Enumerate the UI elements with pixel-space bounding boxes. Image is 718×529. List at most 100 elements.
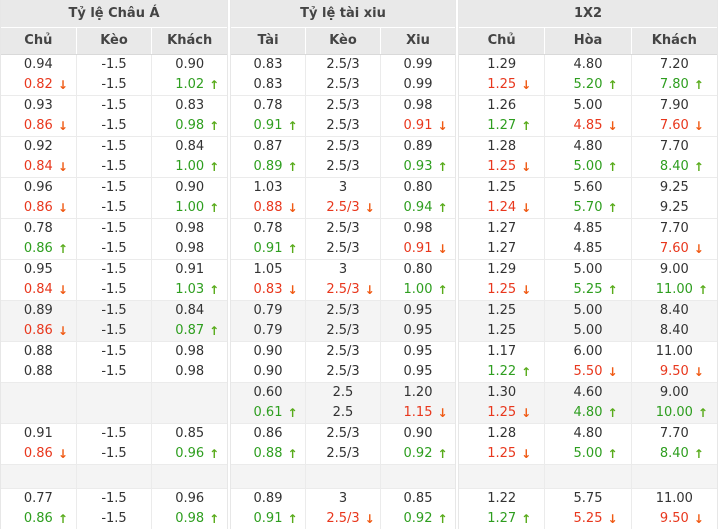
trend-up-icon: ↑ [521,119,532,133]
odds-line: 1.29 4.80 7.20 [459,55,717,75]
odds-cell: 0.86 ↑ [1,239,76,259]
odds-cell: 0.86 ↓ [1,444,76,464]
odds-cell: 1.20 [380,383,455,403]
odds-cell: 1.25 ↓ [459,157,544,177]
odds-cell: 2.5/3 [305,342,380,362]
trend-up-icon: ↑ [607,160,618,174]
odds-cell: 6.00 [544,342,630,362]
odds-cell: -1.5 [75,55,152,75]
odds-line: 0.84 ↓ -1.5 1.03 ↑ [1,280,227,300]
odds-cell: -1.5 [75,280,152,300]
odds-cell: 0.89 [380,137,455,157]
odds-line [231,465,455,488]
odds-cell [231,465,305,488]
odds-cell: 0.95 [380,301,455,321]
odds-cell: 0.89 [253,491,283,506]
trend-down-icon: ↓ [57,119,68,133]
odds-line: 1.03 3 0.80 [231,178,455,198]
odds-cell: 2.5/3 [305,137,380,157]
odds-line: 0.83 2.5/3 0.99 [231,55,455,75]
odds-cell: 0.86 ↓ [1,116,76,136]
odds-line [1,403,227,423]
odds-cell: 0.91 [23,426,53,441]
odds-cell: 0.96 ↑ [151,444,227,464]
trend-up-icon: ↑ [209,512,220,526]
odds-cell: 2.5/3 [305,321,380,341]
odds-line: 0.96 -1.5 0.90 [1,178,227,198]
odds-cell [75,383,152,403]
odds-cell: 0.61 ↑ [231,403,305,423]
odds-row: 1.28 4.80 7.70 1.25 ↓ 5.00 ↑ 8.40 ↑ [459,424,717,465]
odds-cell: 0.85 [380,489,455,509]
odds-cell: 0.83 [253,57,283,72]
odds-cell: 0.94 [23,57,53,72]
column-header-line: Kèo [305,28,380,54]
odds-cell: 0.98 [151,239,227,259]
odds-cell: 7.70 [630,424,717,444]
odds-cell: 9.25 [630,178,717,198]
odds-cell: 1.25 ↓ [459,75,544,95]
odds-cell: 0.78 [253,221,283,236]
odds-line: 0.92 -1.5 0.84 [1,137,227,157]
column-header-over: Tài [231,28,305,54]
odds-cell: 1.24 ↓ [459,198,544,218]
trend-down-icon: ↓ [437,242,448,256]
column-header-home: Chủ [1,28,76,54]
odds-cell: 0.92 ↑ [380,444,455,464]
column-header-away: Khách [151,28,228,54]
odds-cell: 5.00 [544,321,630,341]
section-title: Tỷ lệ tài xiu [231,0,455,27]
odds-row [1,465,227,489]
trend-down-icon: ↓ [57,201,68,215]
odds-cell: -1.5 [75,489,152,509]
odds-line: 0.93 -1.5 0.83 [1,96,227,116]
odds-cell: 9.25 [630,198,717,218]
odds-cell: 0.60 [253,385,283,400]
odds-cell: 0.83 ↓ [231,280,305,300]
odds-row: 0.96 -1.5 0.90 0.86 ↓ -1.5 1.00 ↑ [1,178,227,219]
odds-line [1,383,227,403]
odds-line: 0.82 ↓ -1.5 1.02 ↑ [1,75,227,95]
odds-line: 0.86 ↓ -1.5 0.98 ↑ [1,116,227,136]
odds-cell: 0.90 [151,178,227,198]
odds-cell: 0.84 ↓ [1,280,76,300]
odds-cell: 7.80 ↑ [630,75,717,95]
odds-row: 1.26 5.00 7.90 1.27 ↑ 4.85 ↓ 7.60 ↓ [459,96,717,137]
odds-cell [1,383,76,403]
odds-line: 0.94 -1.5 0.90 [1,55,227,75]
odds-cell: 5.00 [544,301,630,321]
odds-line: 0.86 ↑ -1.5 0.98 ↑ [1,509,227,529]
trend-up-icon: ↑ [521,365,532,379]
odds-cell: 0.83 [253,77,283,92]
odds-cell: 0.91 ↑ [231,116,305,136]
odds-line: 1.25 ↓ 5.00 ↑ 8.40 ↑ [459,444,717,464]
odds-rows: 0.94 -1.5 0.90 0.82 ↓ -1.5 1.02 ↑ 0.93 -1.5 0.83 0.… [1,55,227,529]
trend-down-icon: ↓ [364,283,375,297]
odds-cell: 0.98 [380,96,455,116]
trend-up-icon: ↑ [437,201,448,215]
odds-cell: 5.70 ↑ [544,198,630,218]
odds-cell: 0.79 [253,323,283,338]
odds-line: 1.24 ↓ 5.70 ↑ 9.25 [459,198,717,218]
odds-cell: 2.5/3 ↓ [305,509,380,529]
trend-up-icon: ↑ [607,201,618,215]
trend-up-icon: ↑ [693,160,704,174]
column-header-handicap: Kèo [75,28,152,54]
odds-line: 0.90 2.5/3 0.95 [231,362,455,382]
odds-cell: -1.5 [75,260,152,280]
odds-line: 1.28 4.80 7.70 [459,424,717,444]
odds-row: 0.89 3 0.85 0.91 ↑ 2.5/3 ↓ 0.92 ↑ [231,489,455,529]
odds-cell: -1.5 [75,424,152,444]
odds-row: 0.92 -1.5 0.84 0.84 ↓ -1.5 1.00 ↑ [1,137,227,178]
odds-cell: 0.78 [253,98,283,113]
odds-cell: 3 [305,489,380,509]
odds-cell: 5.20 ↑ [544,75,630,95]
odds-cell: 0.95 [380,342,455,362]
odds-cell: 0.88 [23,344,53,359]
trend-down-icon: ↓ [693,119,704,133]
odds-line: 1.29 5.00 9.00 [459,260,717,280]
odds-row: 1.29 5.00 9.00 1.25 ↓ 5.25 ↑ 11.00 ↑ [459,260,717,301]
odds-line: 0.86 2.5/3 0.90 [231,424,455,444]
odds-line: 0.61 ↑ 2.5 1.15 ↓ [231,403,455,423]
odds-row [231,465,455,489]
